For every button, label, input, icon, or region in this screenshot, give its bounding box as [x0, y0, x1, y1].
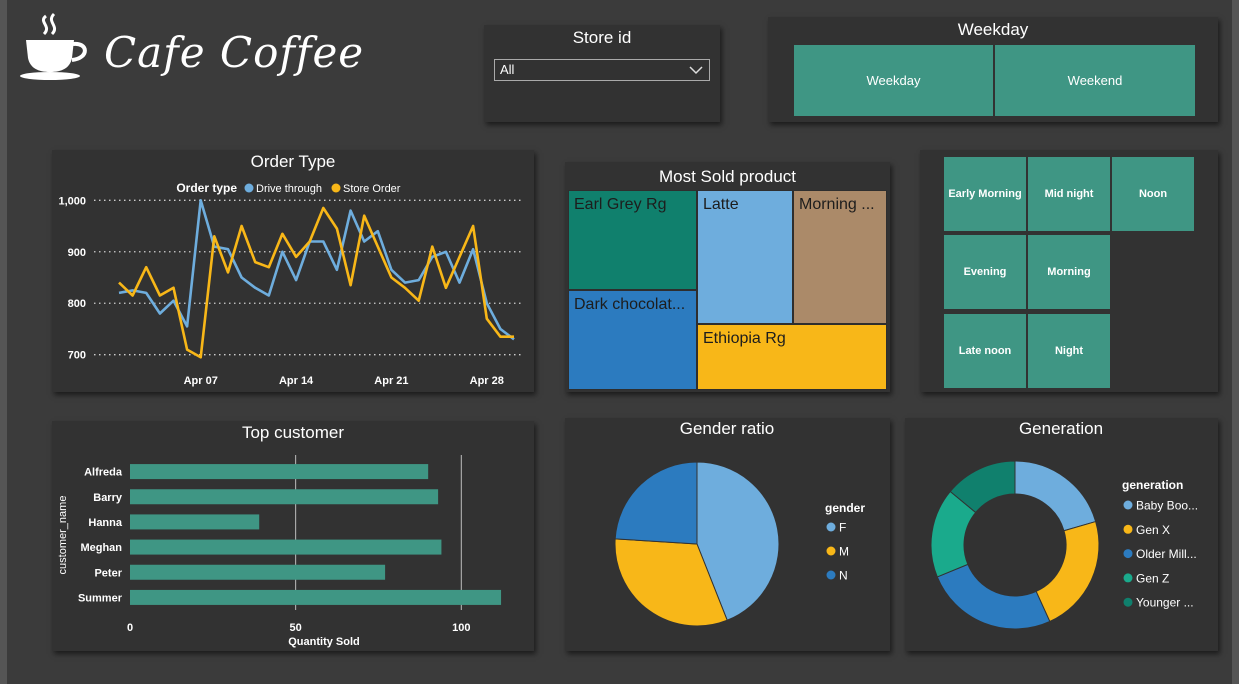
generation-chart: Generation generation Baby Boo... Gen X Ol… [930, 419, 1198, 630]
top-customer-panel: Top customer customer_name Quantity Sold… [52, 421, 534, 651]
generation-panel: Generation generation Baby Boo... Gen X Ol… [905, 418, 1218, 651]
generation-legend-label: Older Mill... [1136, 547, 1197, 561]
treemap-tile-ethiopia[interactable]: Ethiopia Rg [697, 324, 887, 390]
line-series-drive-through[interactable] [118, 198, 515, 341]
generation-slice[interactable] [1035, 520, 1100, 623]
gender-slice[interactable] [614, 461, 698, 545]
right-edge [1232, 0, 1239, 684]
line-x-tick-label: Apr 07 [184, 375, 218, 387]
legend-dot-drive-through [244, 183, 254, 193]
bar-category-label: Meghan [80, 542, 122, 554]
tile-morning[interactable]: Morning [1028, 235, 1110, 309]
generation-slice[interactable] [936, 563, 1051, 630]
tile-evening[interactable]: Evening [944, 235, 1026, 309]
generation-legend-dot [1123, 549, 1133, 559]
line-y-tick-label: 800 [68, 298, 86, 310]
tile-noon[interactable]: Noon [1112, 157, 1194, 231]
generation-legend-dot [1123, 573, 1133, 583]
generation-legend-label: Gen X [1136, 523, 1170, 537]
line-series-store-order[interactable] [118, 206, 514, 359]
most-sold-panel: Most Sold product Earl Grey Rg Latte Mor… [565, 162, 890, 392]
order-type-chart: Order Type Order type Drive through Stor… [58, 152, 522, 387]
gender-legend-title: gender [825, 501, 865, 515]
gender-ratio-chart: Gender ratio gender FMN [614, 419, 865, 627]
order-type-title: Order Type [251, 152, 336, 171]
line-x-tick-label: Apr 28 [470, 375, 504, 387]
weekday-filter-panel: Weekday Weekday Weekend [768, 17, 1218, 122]
legend-title: Order type [176, 181, 237, 195]
order-type-panel: Order Type Order type Drive through Stor… [52, 150, 534, 392]
generation-slice[interactable] [949, 460, 1016, 514]
weekday-filter-title: Weekday [957, 20, 1029, 39]
store-dropdown[interactable]: All [494, 59, 710, 81]
treemap-tile-latte[interactable]: Latte [697, 190, 793, 324]
line-x-tick-label: Apr 21 [374, 375, 408, 387]
generation-legend-label: Baby Boo... [1136, 499, 1198, 513]
generation-legend-dot [1123, 524, 1133, 534]
generation-legend-dot [1123, 597, 1133, 607]
chevron-down-icon [689, 66, 703, 75]
generation-title: Generation [1019, 419, 1103, 438]
top-customer-title: Top customer [242, 423, 344, 442]
generation-legend-label: Gen Z [1136, 571, 1169, 585]
gender-slice[interactable] [614, 538, 728, 627]
treemap-tile-morning[interactable]: Morning ... [793, 190, 887, 324]
bar-x-axis-label: Quantity Sold [288, 636, 360, 648]
coffee-cup-icon [20, 12, 87, 80]
legend-dot-store-order [331, 183, 341, 193]
generation-slice[interactable] [1014, 460, 1097, 532]
store-filter-title: Store id [572, 28, 632, 47]
app-title: Cafe Coffee [104, 28, 365, 77]
weekday-button[interactable]: Weekday [794, 45, 993, 116]
line-y-tick-label: 900 [68, 247, 86, 259]
bar-category-label: Hanna [88, 517, 123, 529]
line-y-tick-label: 700 [68, 350, 86, 362]
bar-category-label: Barry [93, 492, 123, 504]
bar-peter[interactable] [130, 564, 386, 580]
bar-category-label: Summer [78, 592, 123, 604]
top-customer-chart: Top customer customer_name Quantity Sold… [57, 423, 502, 648]
most-sold-title: Most Sold product [658, 167, 796, 186]
generation-legend-title: generation [1122, 478, 1183, 492]
generation-legend-dot [1123, 500, 1133, 510]
bar-meghan[interactable] [130, 539, 442, 555]
line-x-tick-label: Apr 14 [279, 375, 314, 387]
bar-y-axis-label: customer_name [57, 496, 69, 575]
tile-early-morning[interactable]: Early Morning [944, 157, 1026, 231]
gender-ratio-title: Gender ratio [680, 419, 775, 438]
legend-label-store-order: Store Order [343, 183, 401, 195]
gender-legend-dot [826, 570, 836, 580]
store-dropdown-value: All [500, 62, 515, 77]
gender-slice[interactable] [696, 461, 780, 621]
tile-late-noon[interactable]: Late noon [944, 314, 1026, 388]
gender-legend-label: M [839, 545, 849, 559]
line-y-tick-label: 1,000 [58, 195, 86, 207]
time-of-day-panel: Early Morning Mid night Noon Evening Mor… [920, 150, 1218, 392]
bar-hanna[interactable] [130, 514, 260, 530]
store-filter-panel: Store id All [484, 25, 720, 122]
bar-x-tick-label: 50 [290, 622, 302, 634]
generation-legend-label: Younger ... [1136, 596, 1194, 610]
weekend-button[interactable]: Weekend [995, 45, 1195, 116]
bar-x-tick-label: 100 [452, 622, 470, 634]
bar-x-tick-label: 0 [127, 622, 133, 634]
bar-summer[interactable] [130, 589, 502, 605]
treemap-tile-earl-grey[interactable]: Earl Grey Rg [568, 190, 697, 290]
order-type-legend: Order type Drive through Store Order [176, 181, 400, 195]
tile-mid-night[interactable]: Mid night [1028, 157, 1110, 231]
bar-barry[interactable] [130, 489, 439, 505]
bar-alfreda[interactable] [130, 464, 429, 480]
bar-category-label: Peter [94, 567, 122, 579]
left-edge [0, 0, 7, 684]
gender-legend-label: F [839, 521, 846, 535]
legend-label-drive-through: Drive through [256, 183, 322, 195]
gender-legend-dot [826, 546, 836, 556]
tile-night[interactable]: Night [1028, 314, 1110, 388]
gender-legend-dot [826, 522, 836, 532]
treemap-tile-dark-chocolate[interactable]: Dark chocolat... [568, 290, 697, 390]
bar-category-label: Alfreda [84, 467, 123, 479]
gender-legend-label: N [839, 569, 848, 583]
